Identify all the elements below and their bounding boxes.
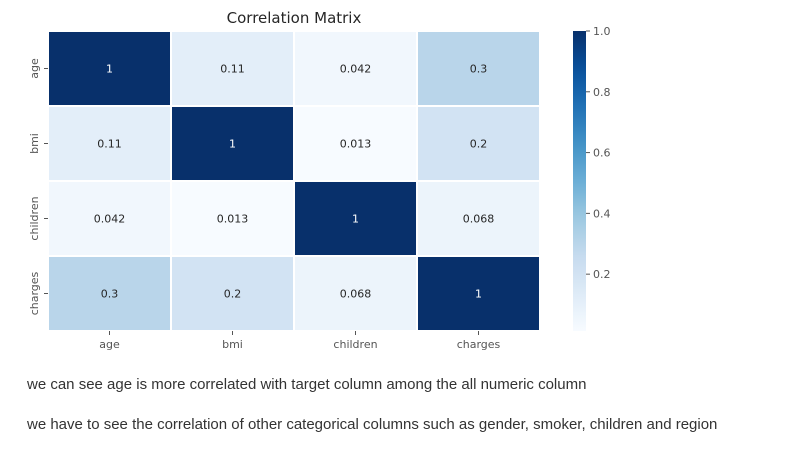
x-tick-label: charges (457, 338, 501, 351)
analysis-note-1: we can see age is more correlated with t… (27, 376, 587, 393)
heatmap-cell (416, 30, 541, 107)
cell-value-label: 0.042 (94, 213, 126, 226)
cell-value-label: 1 (475, 288, 482, 301)
cell-value-label: 0.11 (97, 138, 122, 151)
cell-value-label: 0.2 (470, 138, 488, 151)
colorbar-tick-label: 0.6 (593, 147, 611, 160)
colorbar-tick-label: 1.0 (593, 25, 611, 38)
heatmap-cell (170, 105, 295, 182)
heatmap-cell (170, 180, 295, 257)
x-tick-label: bmi (222, 338, 243, 351)
cell-value-label: 0.013 (340, 138, 372, 151)
cell-value-label: 0.068 (463, 213, 495, 226)
analysis-note-2: we have to see the correlation of other … (27, 416, 718, 433)
cell-value-label: 0.3 (470, 63, 488, 76)
x-tick-label: children (333, 338, 377, 351)
y-tick-label: children (28, 196, 41, 240)
y-tick-label: bmi (28, 133, 41, 154)
correlation-heatmap: Correlation Matrix 1 0.11 0.042 0.3 0.11 1 0.0… (28, 9, 611, 351)
cell-value-label: 1 (106, 63, 113, 76)
cell-value-label: 0.2 (224, 288, 242, 301)
cell-value-label: 0.3 (101, 288, 119, 301)
cell-value-label: 0.013 (217, 213, 249, 226)
x-tick-label: age (99, 338, 120, 351)
y-axis-labels: age bmi children charges (28, 58, 48, 315)
cell-value-label: 0.042 (340, 63, 372, 76)
x-axis-labels: age bmi children charges (99, 331, 501, 351)
chart-title: Correlation Matrix (227, 9, 362, 27)
cell-value-label: 0.068 (340, 288, 372, 301)
heatmap-cell (416, 180, 541, 257)
y-tick-label: charges (28, 271, 41, 315)
colorbar-tick-label: 0.2 (593, 268, 611, 281)
heatmap-cell (47, 30, 172, 107)
heatmap-cell (170, 255, 295, 332)
cell-value-label: 1 (352, 213, 359, 226)
colorbar-tick-label: 0.8 (593, 86, 611, 99)
colorbar-gradient (573, 31, 586, 331)
cell-value-label: 0.11 (220, 63, 245, 76)
colorbar: 0.2 0.4 0.6 0.8 1.0 (573, 25, 611, 331)
y-tick-label: age (28, 58, 41, 79)
heatmap-cell (416, 255, 541, 332)
heatmap-cell (293, 30, 418, 107)
colorbar-tick-label: 0.4 (593, 207, 611, 220)
cell-value-label: 1 (229, 138, 236, 151)
heatmap-cells: 1 0.11 0.042 0.3 0.11 1 0.013 0.2 0.042 0.013 1 0.0… (47, 30, 541, 332)
heatmap-cell (416, 105, 541, 182)
heatmap-cell (170, 30, 295, 107)
